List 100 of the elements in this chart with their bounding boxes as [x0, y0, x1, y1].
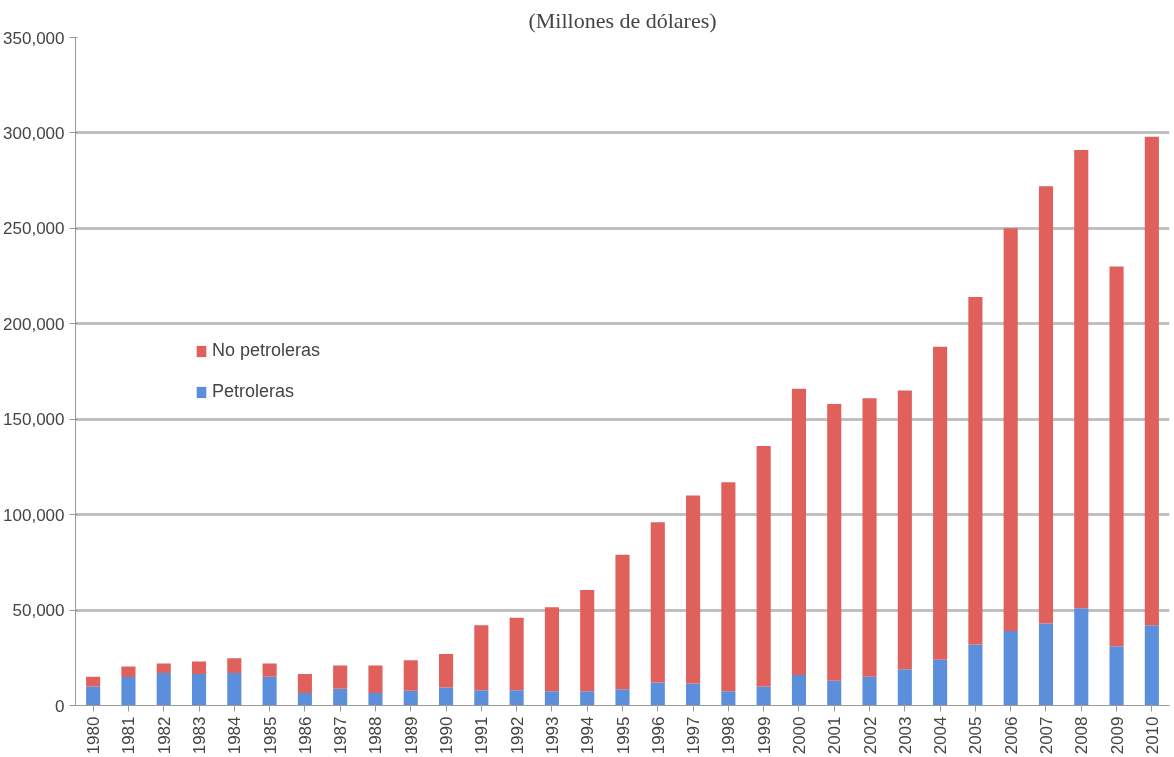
- x-tick-label: 1990: [437, 716, 457, 755]
- bar: [933, 346, 948, 660]
- x-tick-label: 2008: [1072, 716, 1092, 755]
- bar: [262, 676, 277, 706]
- bar: [227, 658, 242, 674]
- bar: [791, 674, 807, 706]
- x-tick-label: 1999: [754, 716, 774, 755]
- x-tick-label: 1991: [472, 716, 492, 755]
- bar: [297, 674, 312, 693]
- x-tick-label: 2007: [1036, 716, 1056, 755]
- bar: [438, 687, 454, 706]
- bar: [1109, 266, 1124, 647]
- x-tick-label: 1996: [648, 716, 668, 755]
- bar: [509, 690, 524, 706]
- x-tick-label: 1985: [260, 716, 280, 755]
- x-tick-label: 2000: [789, 716, 809, 755]
- x-tick-label: 1989: [401, 716, 421, 755]
- bar: [86, 676, 101, 687]
- x-tick-label: 1982: [154, 716, 174, 755]
- chart-title: (Millones de dólares): [528, 7, 717, 33]
- bar: [791, 388, 807, 675]
- bar: [650, 522, 665, 683]
- x-tick-label: 2003: [895, 716, 915, 755]
- x-tick-label: 2009: [1107, 716, 1127, 755]
- x-tick-label: 1992: [507, 716, 527, 755]
- bar: [862, 398, 877, 677]
- y-tick-label: 300,000: [3, 123, 65, 143]
- bar: [1144, 136, 1159, 626]
- x-tick-label: 1988: [366, 716, 386, 755]
- x-tick-label: 2005: [966, 716, 986, 755]
- bar: [368, 665, 383, 693]
- x-tick-label: 1980: [84, 716, 104, 755]
- x-tick-label: 2004: [931, 716, 951, 755]
- x-tick-label: 1986: [295, 716, 315, 755]
- bar: [580, 590, 595, 692]
- bar: [191, 661, 207, 675]
- bar: [474, 625, 489, 691]
- x-tick-label: 1993: [542, 716, 562, 755]
- x-tick-label: 1981: [119, 716, 139, 755]
- bar: [897, 669, 912, 706]
- bar: [368, 692, 383, 706]
- bar: [544, 607, 559, 692]
- bar: [262, 663, 277, 677]
- bar: [686, 683, 701, 706]
- bar: [297, 692, 312, 706]
- x-tick-label: 2006: [1001, 716, 1021, 755]
- bar: [1074, 608, 1089, 706]
- bar: [156, 673, 171, 706]
- x-tick-label: 2010: [1142, 716, 1162, 755]
- x-tick-label: 1997: [684, 716, 704, 755]
- bar: [1003, 228, 1018, 632]
- bar: [1144, 625, 1159, 706]
- bar: [544, 691, 559, 706]
- y-tick-label: 350,000: [3, 28, 65, 48]
- bar: [474, 690, 489, 706]
- bar: [615, 689, 630, 706]
- bar: [121, 677, 136, 706]
- bar: [968, 644, 983, 706]
- bar: [827, 680, 842, 706]
- y-tick-label: 100,000: [3, 505, 65, 525]
- y-tick-label: 50,000: [12, 601, 65, 621]
- bar: [191, 674, 207, 706]
- bar: [686, 495, 701, 684]
- y-tick-label: 0: [55, 696, 65, 716]
- bar: [897, 390, 912, 670]
- legend-label: Petroleras: [212, 381, 295, 402]
- bar: [580, 691, 595, 706]
- bar: [721, 482, 736, 692]
- x-tick-label: 1983: [190, 716, 210, 755]
- bar: [1003, 631, 1018, 706]
- x-tick-label: 1998: [719, 716, 739, 755]
- x-tick-label: 1994: [578, 716, 598, 755]
- bar: [333, 688, 348, 706]
- bar: [1038, 186, 1054, 624]
- x-tick-label: 1987: [331, 716, 351, 755]
- bar: [721, 691, 736, 706]
- bar: [827, 403, 842, 681]
- y-tick-label: 250,000: [3, 219, 65, 239]
- x-tick-label: 1984: [225, 716, 245, 755]
- y-tick-label: 150,000: [3, 410, 65, 430]
- bar: [968, 297, 983, 645]
- bar: [1038, 623, 1054, 706]
- x-tick-label: 2001: [825, 716, 845, 755]
- bar: [650, 682, 665, 706]
- bar: [756, 686, 771, 706]
- legend-label: No petroleras: [212, 340, 321, 361]
- y-tick-label: 200,000: [3, 314, 65, 334]
- bar: [86, 686, 101, 706]
- bar: [227, 673, 242, 706]
- bar: [862, 676, 877, 706]
- bar: [403, 660, 418, 691]
- bar: [333, 665, 348, 689]
- bar: [509, 617, 524, 691]
- bar: [438, 653, 454, 688]
- bar: [1074, 150, 1089, 609]
- bar: [403, 690, 418, 706]
- bar: [1109, 646, 1124, 706]
- bar: [615, 554, 630, 690]
- x-tick-label: 2002: [860, 716, 880, 755]
- bar: [156, 663, 171, 674]
